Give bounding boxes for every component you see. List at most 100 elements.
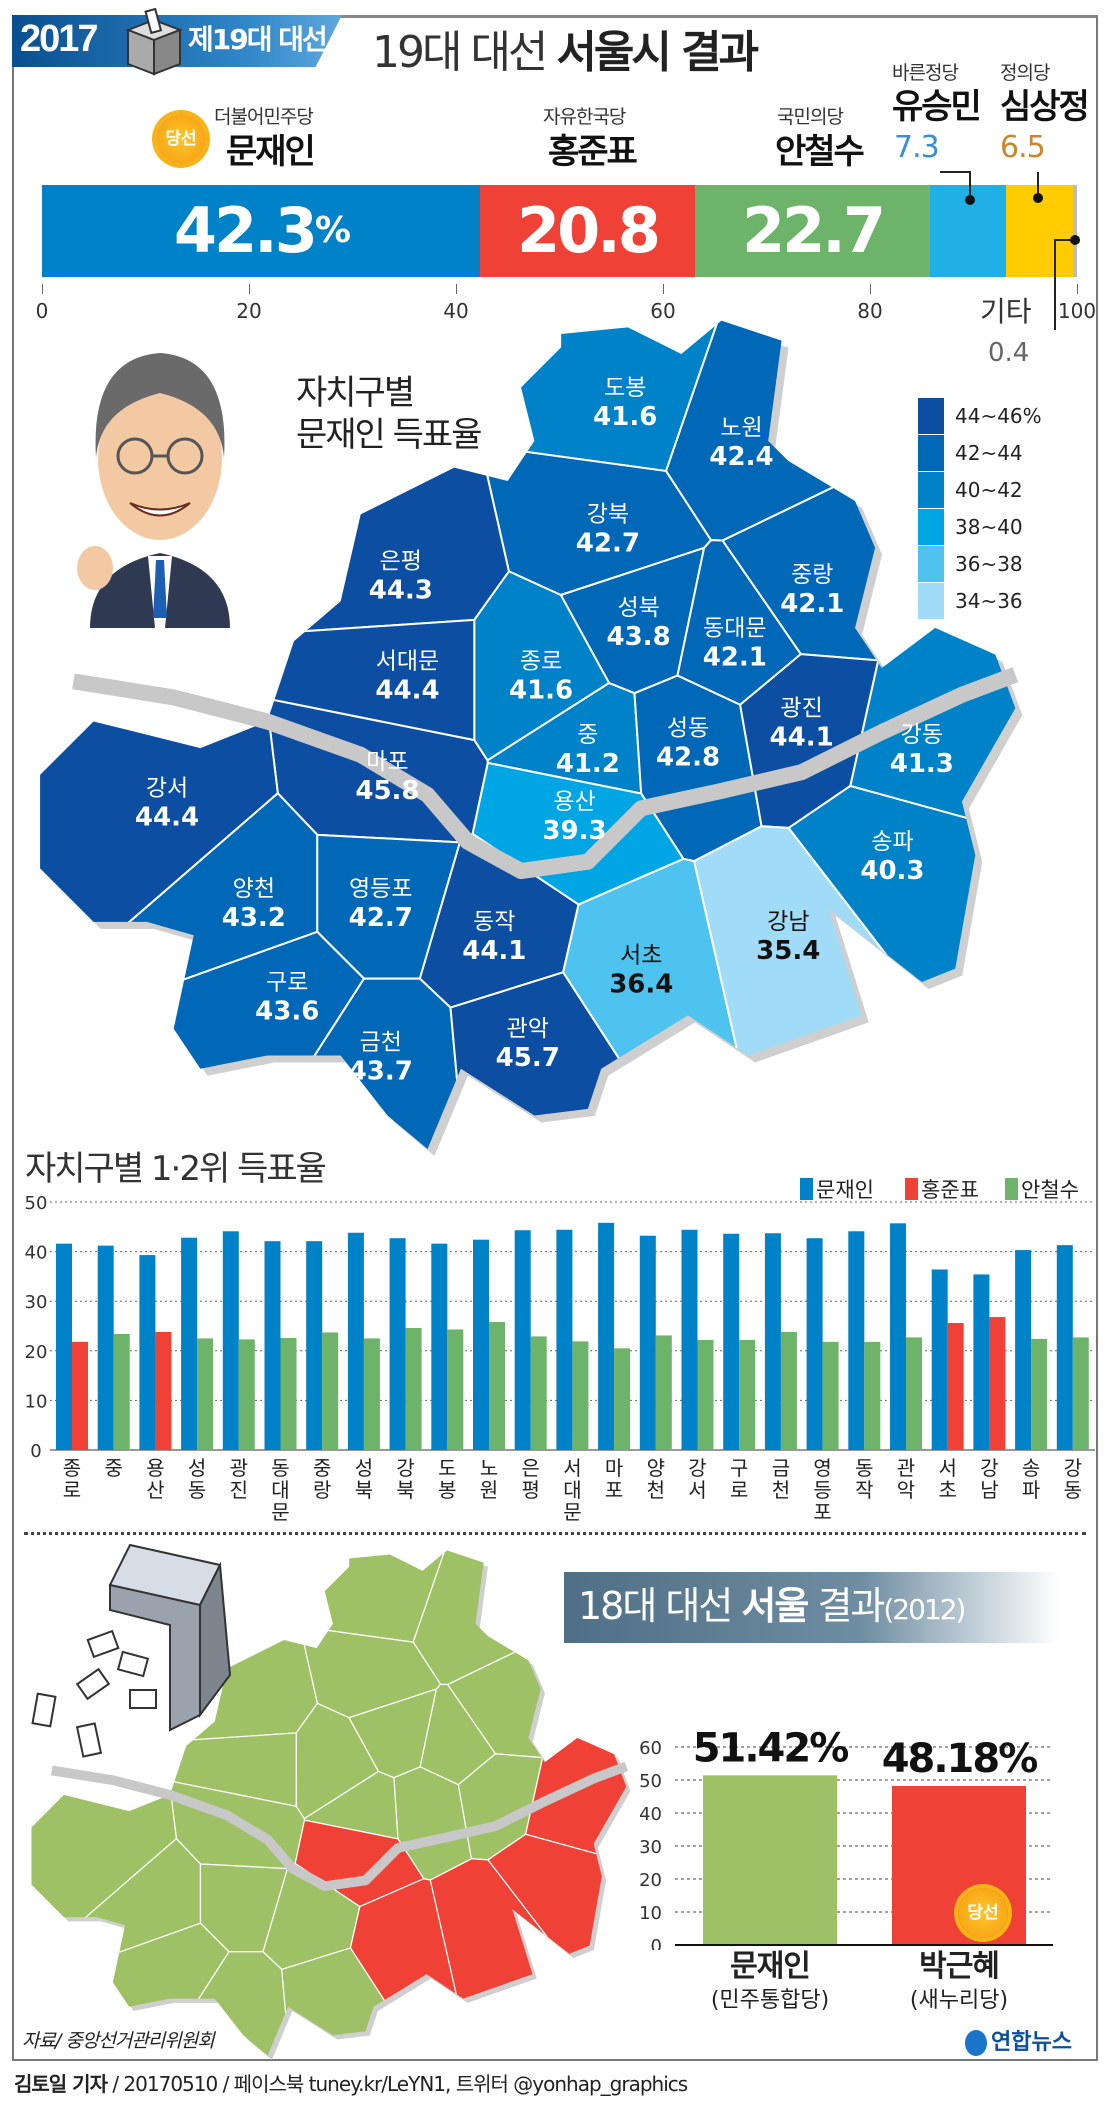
ballot-box-illustration	[31, 1543, 232, 1758]
axis-tick-label: 60	[650, 299, 676, 323]
category-label: 송	[1022, 1456, 1040, 1480]
leader-lines	[940, 171, 1080, 330]
legend-label: 42~44	[955, 441, 1023, 465]
bar-안철수	[363, 1338, 380, 1450]
bar-문재인	[56, 1243, 72, 1450]
district-value: 42.8	[656, 742, 720, 772]
stack-segment-문재인: 42.3%	[42, 185, 480, 277]
district-value: 41.2	[556, 749, 620, 779]
category-label: 봉	[438, 1478, 456, 1502]
district-label: 성북	[617, 595, 659, 621]
legend-label: 38~40	[955, 515, 1023, 539]
district-value: 43.6	[255, 996, 319, 1026]
district-value: 36.4	[609, 970, 673, 1000]
axis-tick-label: 80	[857, 299, 883, 323]
category-label: 동	[1064, 1478, 1082, 1502]
district-value: 44.4	[135, 803, 199, 833]
candidate-name: 문재인	[226, 132, 316, 172]
title-2012-bold: 서울	[741, 1584, 809, 1628]
candidate-name: 유승민	[892, 87, 982, 127]
category-label: 남	[980, 1478, 998, 1502]
district-label: 금천	[360, 1029, 402, 1055]
district-value: 43.7	[349, 1056, 413, 1086]
bar-홍준표	[72, 1341, 88, 1450]
title-2012-rest: 결과	[817, 1584, 885, 1628]
category-label: 강	[396, 1456, 414, 1480]
bar-안철수	[447, 1329, 464, 1450]
legend-swatch	[918, 472, 944, 508]
page-title: 19대 대선 서울시 결과	[372, 27, 759, 78]
category-label: 북	[396, 1478, 414, 1502]
category-label: 구	[730, 1456, 748, 1480]
category-label: 금	[772, 1456, 790, 1480]
district-label: 강서	[146, 776, 188, 802]
y-tick-label: 0	[651, 1936, 662, 1950]
district-value: 42.4	[709, 442, 773, 472]
category-label: 천	[647, 1478, 665, 1502]
category-label: 중	[313, 1456, 331, 1480]
percent-unit: %	[314, 210, 351, 251]
category-label: 양	[647, 1456, 665, 1480]
yonhap-logo: 연합뉴스	[965, 2030, 1072, 2056]
winner-badge-2012: 당선	[958, 1888, 1008, 1938]
category-label: 등	[813, 1478, 831, 1502]
bar-문재인	[639, 1235, 656, 1450]
bar-문재인	[97, 1245, 114, 1450]
banner-year: 2017	[20, 18, 99, 60]
district-value: 43.8	[607, 622, 671, 652]
bar-문재인	[306, 1241, 323, 1450]
ballot-box-icon	[125, 8, 183, 76]
map-title-line2: 문재인 득표율	[296, 415, 482, 455]
category-label: 노	[480, 1456, 498, 1480]
district-chart-title: 자치구별 1·2위 득표율	[25, 1149, 327, 1189]
bar-문재인	[473, 1239, 489, 1450]
category-label: 강	[1064, 1456, 1082, 1480]
title-2012-light: 18대 대선	[578, 1584, 733, 1628]
bar-홍준표	[155, 1331, 172, 1450]
district-label: 서초	[620, 943, 662, 969]
winner-badge: 당선	[156, 114, 206, 164]
category-label: 문	[563, 1500, 581, 1524]
district-도봉	[365, 320, 727, 473]
candidate-party: 국민의당	[777, 106, 844, 128]
category-label: 종	[63, 1456, 81, 1480]
axis-tick	[42, 284, 43, 294]
district-label: 중	[577, 722, 598, 748]
candidate-party: 더불어민주당	[214, 106, 314, 128]
category-label: 평	[521, 1478, 539, 1502]
y-tick-label: 0	[30, 1441, 41, 1462]
title-light: 19대 대선	[372, 27, 548, 78]
district-value: 42.1	[703, 642, 767, 672]
category-label: 강	[980, 1456, 998, 1480]
district-label: 서대문	[376, 649, 439, 675]
district-label: 노원	[720, 415, 762, 441]
district-label: 마포	[366, 749, 408, 775]
bar-문재인	[890, 1223, 906, 1450]
bar-문재인	[139, 1255, 156, 1450]
legend-swatch	[918, 435, 944, 471]
bar-안철수	[572, 1341, 589, 1450]
category-label: 서	[688, 1478, 706, 1502]
axis-tick-label: 40	[443, 299, 469, 323]
category-label: 영	[813, 1456, 831, 1480]
bar-문재인	[764, 1233, 781, 1450]
bar-문재인	[347, 1232, 364, 1450]
candidate-2012-party: (새누리당)	[909, 1988, 1009, 2013]
category-label: 문	[271, 1500, 289, 1524]
bar-안철수	[530, 1336, 547, 1450]
district-label: 도봉	[604, 375, 646, 401]
district-label: 강남	[767, 909, 809, 935]
district-label: 송파	[871, 829, 913, 855]
category-label: 로	[730, 1478, 748, 1502]
district-label: 성동	[667, 715, 709, 741]
bar-문재인	[264, 1241, 281, 1450]
y-tick-label: 30	[25, 1292, 48, 1313]
source-note: 자료/ 중앙선거관리위원회	[22, 2030, 215, 2052]
y-tick-label: 30	[639, 1837, 662, 1858]
district-value: 41.3	[890, 749, 954, 779]
district-value: 42.1	[780, 589, 844, 619]
bar-문재인	[848, 1231, 865, 1450]
